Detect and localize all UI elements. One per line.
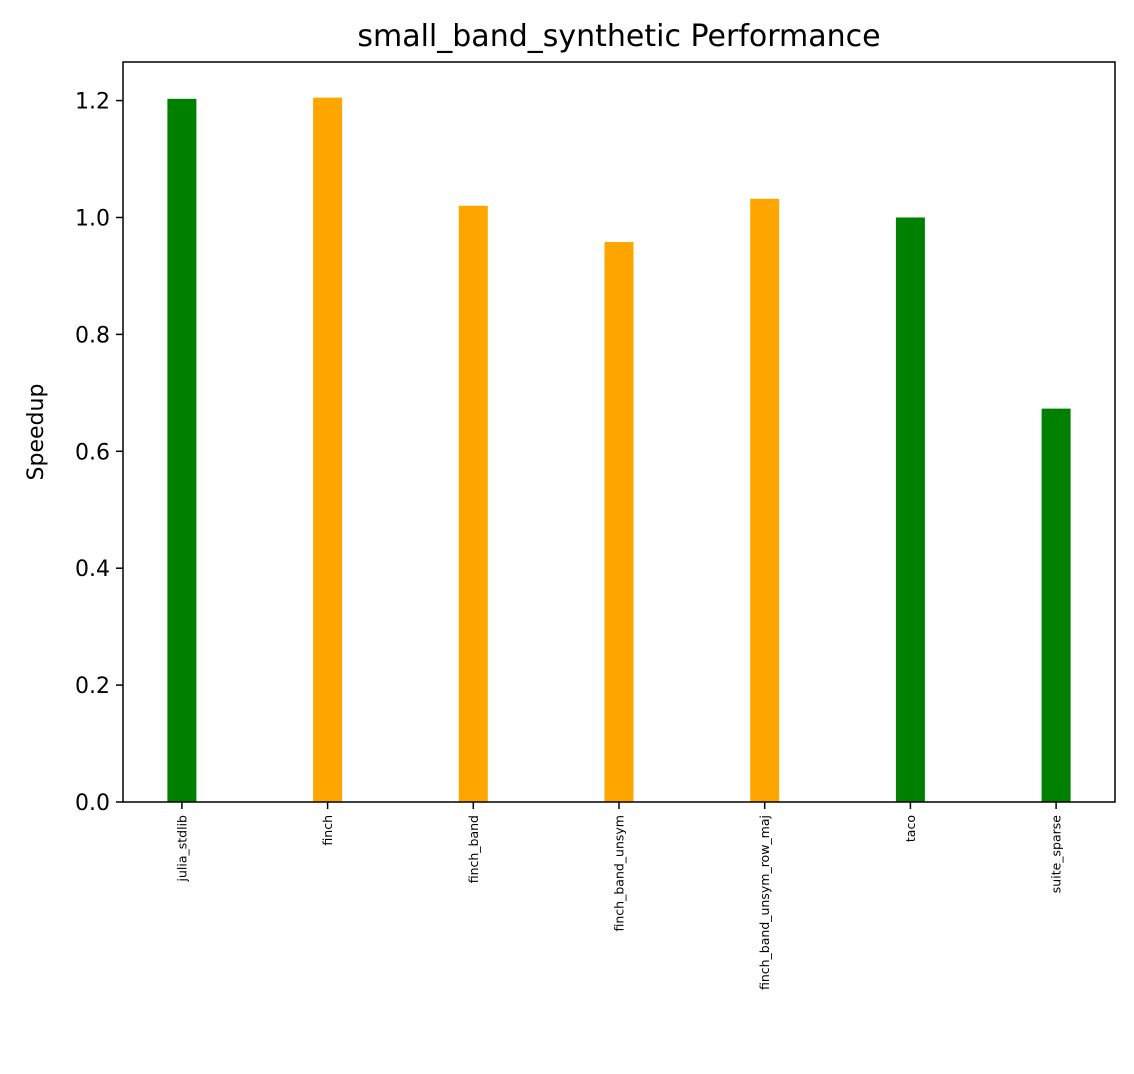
bars-layer bbox=[167, 97, 1071, 803]
x-tick-label: finch_band bbox=[466, 815, 481, 883]
x-tick-label: taco bbox=[903, 815, 918, 842]
y-tick-label: 0.6 bbox=[75, 440, 110, 465]
chart-title: small_band_synthetic Performance bbox=[357, 19, 880, 54]
bar-finch-band-unsym bbox=[604, 242, 634, 802]
y-tick-label: 1.2 bbox=[75, 90, 110, 115]
x-tick-label: finch_band_unsym_row_maj bbox=[757, 815, 772, 990]
x-tick-label: finch bbox=[320, 815, 335, 846]
y-axis-label: Speedup bbox=[24, 384, 49, 481]
bar-suite-sparse bbox=[1041, 408, 1071, 802]
y-tick-label: 0.4 bbox=[75, 557, 110, 582]
bar-finch-band bbox=[458, 205, 488, 803]
x-tick-label: julia_stdlib bbox=[174, 815, 189, 883]
y-tick-label: 0.2 bbox=[75, 674, 110, 699]
y-tick-label: 1.0 bbox=[75, 206, 110, 231]
x-axis: julia_stdlib finch finch_band finch_band_un… bbox=[174, 802, 1064, 990]
bar-finch-band-unsym-row-maj bbox=[750, 198, 780, 802]
y-tick-label: 0.0 bbox=[75, 791, 110, 816]
x-tick-label: finch_band_unsym bbox=[612, 815, 627, 931]
y-tick-label: 0.8 bbox=[75, 323, 110, 348]
y-axis: 0.0 0.2 0.4 0.6 0.8 1.0 1.2 bbox=[75, 90, 123, 816]
bar-finch bbox=[313, 97, 343, 802]
bar-taco bbox=[895, 217, 925, 803]
bar-julia-stdlib bbox=[167, 98, 197, 802]
x-tick-label: suite_sparse bbox=[1049, 815, 1064, 894]
